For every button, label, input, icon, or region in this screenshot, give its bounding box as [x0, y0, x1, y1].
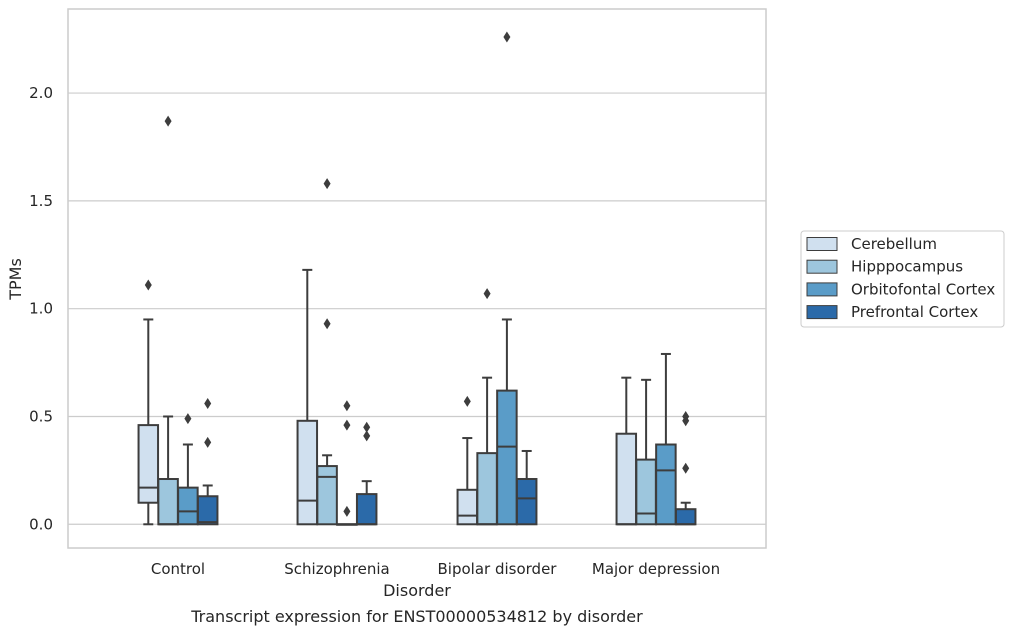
box-bipolar-disorder-cerebellum — [456, 395, 479, 526]
box-body — [456, 488, 479, 526]
box-schizophrenia-prefrontal-cortex — [355, 421, 378, 526]
box-major-depression-cerebellum — [615, 376, 638, 526]
x-axis-title: Disorder — [383, 581, 451, 600]
box-bipolar-disorder-orbitofontal-cortex — [496, 31, 518, 526]
box-body — [476, 452, 498, 526]
legend-swatch — [806, 237, 838, 251]
outlier-point — [323, 178, 331, 190]
box-control-cerebellum — [137, 279, 160, 526]
y-axis-ticks: 0.0 0.5 1.0 1.5 2.0 — [29, 84, 53, 533]
plot-frame — [67, 8, 767, 549]
outlier-point — [164, 115, 172, 127]
box-body — [515, 478, 538, 526]
outlier-point — [483, 288, 491, 300]
legend-swatch — [806, 259, 838, 274]
outlier-point — [144, 279, 152, 291]
legend: Cerebellum Hipppocampus Orbitofontal Corte… — [800, 230, 1005, 328]
box-body — [196, 495, 219, 526]
y-tick-label: 0.0 — [29, 515, 53, 533]
box-body — [177, 486, 199, 526]
box-control-hipppocampus — [157, 115, 179, 526]
box-schizophrenia-orbitofontal-cortex — [336, 400, 358, 526]
outlier-point — [363, 421, 371, 433]
box-body — [296, 419, 319, 526]
x-tick-label: Bipolar disorder — [438, 560, 558, 578]
outlier-point — [463, 395, 471, 407]
y-tick-label: 0.5 — [29, 407, 53, 425]
y-tick-label: 1.0 — [29, 300, 53, 318]
x-tick-label: Major depression — [592, 560, 720, 578]
box-body — [316, 465, 338, 526]
box-control-orbitofontal-cortex — [177, 413, 199, 526]
plot-area — [137, 31, 697, 526]
box-schizophrenia-cerebellum — [296, 268, 319, 526]
outlier-point — [682, 410, 690, 422]
box-body — [496, 389, 518, 526]
outlier-point — [503, 31, 511, 43]
box-body — [635, 458, 657, 526]
legend-swatch — [806, 282, 838, 297]
outlier-point — [204, 436, 212, 448]
y-axis-title: TPMs — [6, 258, 25, 301]
legend-frame — [800, 230, 1005, 328]
outlier-point — [323, 318, 331, 330]
box-body — [157, 478, 179, 526]
box-body — [355, 493, 378, 526]
legend-label: Orbitofontal Cortex — [851, 280, 995, 298]
box-schizophrenia-hipppocampus — [316, 178, 338, 526]
outlier-point — [363, 430, 371, 442]
outlier-point — [204, 398, 212, 410]
legend-swatch — [806, 305, 838, 320]
legend-label: Hipppocampus — [851, 258, 963, 276]
y-tick-label: 2.0 — [29, 84, 53, 102]
outlier-point — [343, 400, 351, 412]
legend-label: Prefrontal Cortex — [851, 303, 978, 321]
box-control-prefrontal-cortex — [196, 398, 219, 526]
outlier-point — [343, 419, 351, 431]
chart-title: Transcript expression for ENST0000053481… — [190, 607, 643, 626]
outlier-point — [184, 413, 192, 425]
box-body — [615, 432, 638, 526]
legend-label: Cerebellum — [851, 235, 937, 253]
outlier-point — [682, 462, 690, 474]
box-major-depression-orbitofontal-cortex — [655, 352, 677, 526]
box-major-depression-prefrontal-cortex — [674, 410, 697, 526]
box-body — [674, 508, 697, 526]
box-bipolar-disorder-prefrontal-cortex — [515, 449, 538, 526]
box-body — [137, 424, 160, 504]
box-bipolar-disorder-hipppocampus — [476, 288, 498, 526]
y-tick-label: 1.5 — [29, 192, 53, 210]
box-major-depression-hipppocampus — [635, 378, 657, 526]
outlier-point — [343, 505, 351, 517]
x-axis-ticks: Control Schizophrenia Bipolar disorder Majo… — [151, 560, 720, 578]
x-tick-label: Control — [151, 560, 205, 578]
x-tick-label: Schizophrenia — [284, 560, 389, 578]
box-body — [655, 443, 677, 526]
